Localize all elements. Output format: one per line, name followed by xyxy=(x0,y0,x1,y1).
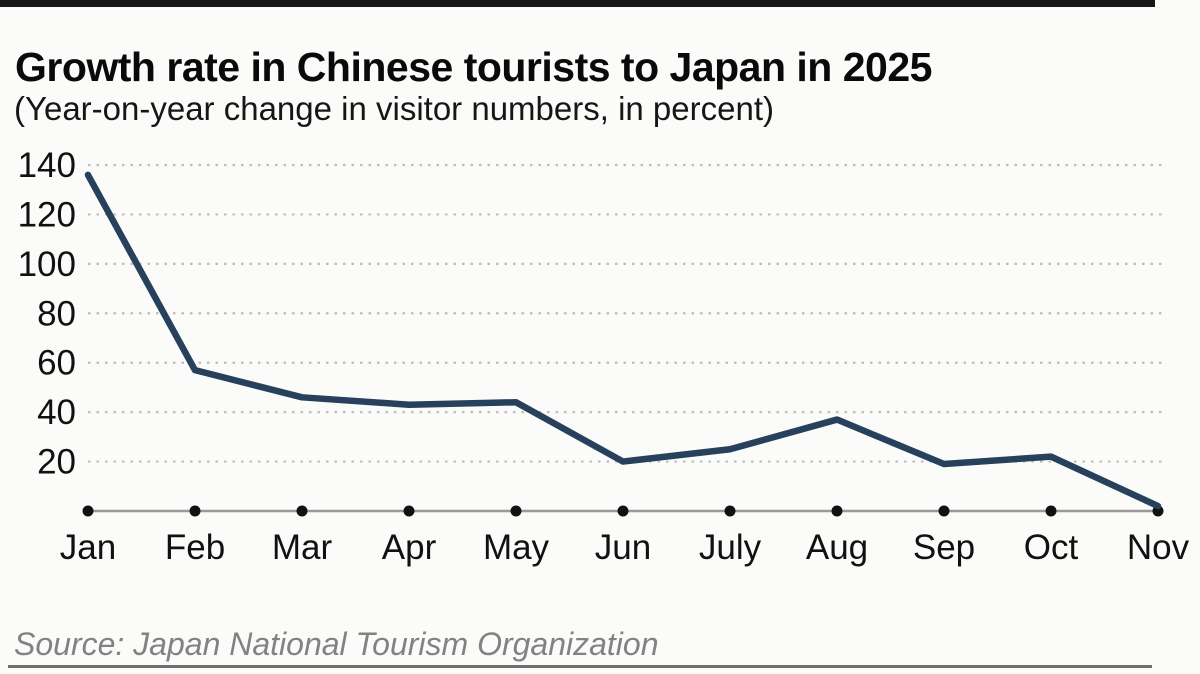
x-axis-tick-dot xyxy=(1045,505,1057,517)
x-axis-month-label: Jun xyxy=(595,528,651,567)
x-axis-tick-dot xyxy=(617,505,629,517)
x-axis-month-label: Nov xyxy=(1127,528,1190,567)
x-axis-tick-dot xyxy=(82,505,94,517)
x-axis-month-label: Aug xyxy=(806,528,868,567)
x-axis-month-label: Oct xyxy=(1024,528,1079,567)
x-axis-month-label: Sep xyxy=(913,528,975,567)
y-axis-tick-label: 140 xyxy=(18,146,76,185)
x-axis-tick-dot xyxy=(189,505,201,517)
y-axis-tick-label: 120 xyxy=(18,195,76,234)
x-axis-month-label: July xyxy=(699,528,762,567)
page-title: Growth rate in Chinese tourists to Japan… xyxy=(15,44,932,91)
x-axis-month-label: Apr xyxy=(382,528,437,567)
x-axis-tick-dot xyxy=(831,505,843,517)
x-axis-month-label: Mar xyxy=(272,528,333,567)
y-axis-tick-label: 20 xyxy=(37,443,76,482)
x-axis-tick-dot xyxy=(938,505,950,517)
page-subtitle: (Year-on-year change in visitor numbers,… xyxy=(14,90,774,127)
y-axis-tick-label: 40 xyxy=(37,393,76,432)
source-text: Source: Japan National Tourism Organizat… xyxy=(14,626,659,662)
x-axis-month-label: May xyxy=(483,528,550,567)
y-axis-tick-label: 80 xyxy=(37,294,76,333)
x-axis-tick-dot xyxy=(510,505,522,517)
growth-rate-line xyxy=(84,171,1162,510)
bottom-divider xyxy=(8,665,1152,668)
x-axis-tick-dot xyxy=(403,505,415,517)
top-accent-bar xyxy=(0,0,1155,7)
x-axis-month-label: Feb xyxy=(165,528,225,567)
y-axis-tick-label: 60 xyxy=(37,344,76,383)
x-axis-tick-dot xyxy=(724,505,736,517)
y-axis-tick-label: 100 xyxy=(18,245,76,284)
x-axis-tick-dot xyxy=(296,505,308,517)
x-axis-month-label: Jan xyxy=(60,528,116,567)
